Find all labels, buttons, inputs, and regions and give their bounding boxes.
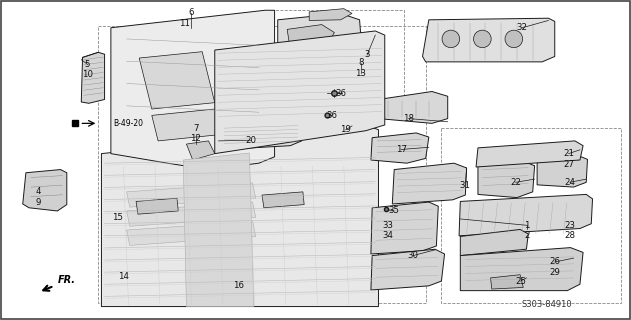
Text: 28: 28 (564, 231, 575, 240)
Polygon shape (127, 202, 256, 226)
Text: 16: 16 (233, 281, 244, 290)
Text: S303-84910: S303-84910 (522, 300, 572, 309)
Text: 33: 33 (382, 221, 393, 230)
Text: 32: 32 (517, 23, 528, 32)
Polygon shape (23, 170, 67, 211)
Polygon shape (327, 119, 353, 133)
Polygon shape (262, 192, 304, 208)
Text: 15: 15 (112, 213, 122, 222)
Text: 31: 31 (460, 181, 471, 190)
Text: 22: 22 (510, 178, 521, 187)
Polygon shape (309, 9, 352, 20)
Polygon shape (293, 50, 344, 66)
Text: 9: 9 (36, 197, 41, 206)
Polygon shape (183, 153, 254, 307)
Polygon shape (127, 221, 256, 245)
Polygon shape (152, 109, 221, 141)
Text: 10: 10 (82, 70, 93, 79)
Text: 26: 26 (549, 258, 560, 267)
Text: 13: 13 (355, 69, 367, 78)
Polygon shape (490, 275, 523, 289)
Polygon shape (371, 202, 439, 254)
Polygon shape (460, 229, 528, 256)
Polygon shape (186, 141, 215, 160)
Text: 21: 21 (563, 149, 574, 158)
Text: 30: 30 (408, 251, 418, 260)
Text: 7: 7 (193, 124, 199, 132)
Ellipse shape (442, 30, 459, 48)
Polygon shape (423, 18, 555, 62)
Ellipse shape (505, 30, 522, 48)
Text: 27: 27 (563, 160, 574, 169)
Polygon shape (478, 160, 534, 197)
Text: 6: 6 (188, 8, 194, 17)
Polygon shape (459, 195, 593, 236)
Polygon shape (371, 133, 429, 163)
Text: 14: 14 (118, 272, 129, 281)
Text: 8: 8 (358, 58, 363, 67)
Text: 19: 19 (340, 125, 351, 134)
Text: 11: 11 (179, 19, 190, 28)
Polygon shape (287, 25, 334, 50)
Polygon shape (139, 52, 215, 109)
Polygon shape (81, 52, 105, 103)
Polygon shape (379, 92, 448, 123)
Polygon shape (371, 249, 445, 290)
Text: 36: 36 (326, 111, 338, 120)
Text: 2: 2 (524, 231, 530, 240)
Text: 5: 5 (85, 60, 90, 69)
Polygon shape (215, 31, 385, 154)
Text: 12: 12 (191, 134, 201, 143)
Polygon shape (136, 198, 178, 214)
Text: 34: 34 (382, 231, 393, 240)
Text: 1: 1 (524, 221, 530, 230)
Text: 18: 18 (403, 114, 414, 123)
Polygon shape (218, 114, 303, 150)
Ellipse shape (473, 30, 491, 48)
Text: 3: 3 (364, 50, 370, 59)
Polygon shape (102, 125, 379, 307)
Text: FR.: FR. (57, 276, 75, 285)
Text: 4: 4 (36, 188, 41, 196)
Text: 20: 20 (246, 136, 257, 145)
Polygon shape (278, 13, 363, 69)
Polygon shape (460, 248, 583, 291)
Text: 35: 35 (389, 206, 399, 215)
Text: 29: 29 (550, 268, 560, 277)
Polygon shape (476, 141, 583, 167)
Polygon shape (392, 163, 466, 204)
Text: 24: 24 (564, 178, 575, 187)
Text: 36: 36 (335, 89, 346, 98)
Text: 25: 25 (516, 276, 526, 285)
Polygon shape (537, 154, 587, 187)
Text: 23: 23 (564, 221, 575, 230)
Text: B-49-20: B-49-20 (113, 119, 143, 128)
Text: 17: 17 (396, 145, 406, 154)
Polygon shape (111, 10, 274, 170)
Polygon shape (127, 183, 256, 207)
